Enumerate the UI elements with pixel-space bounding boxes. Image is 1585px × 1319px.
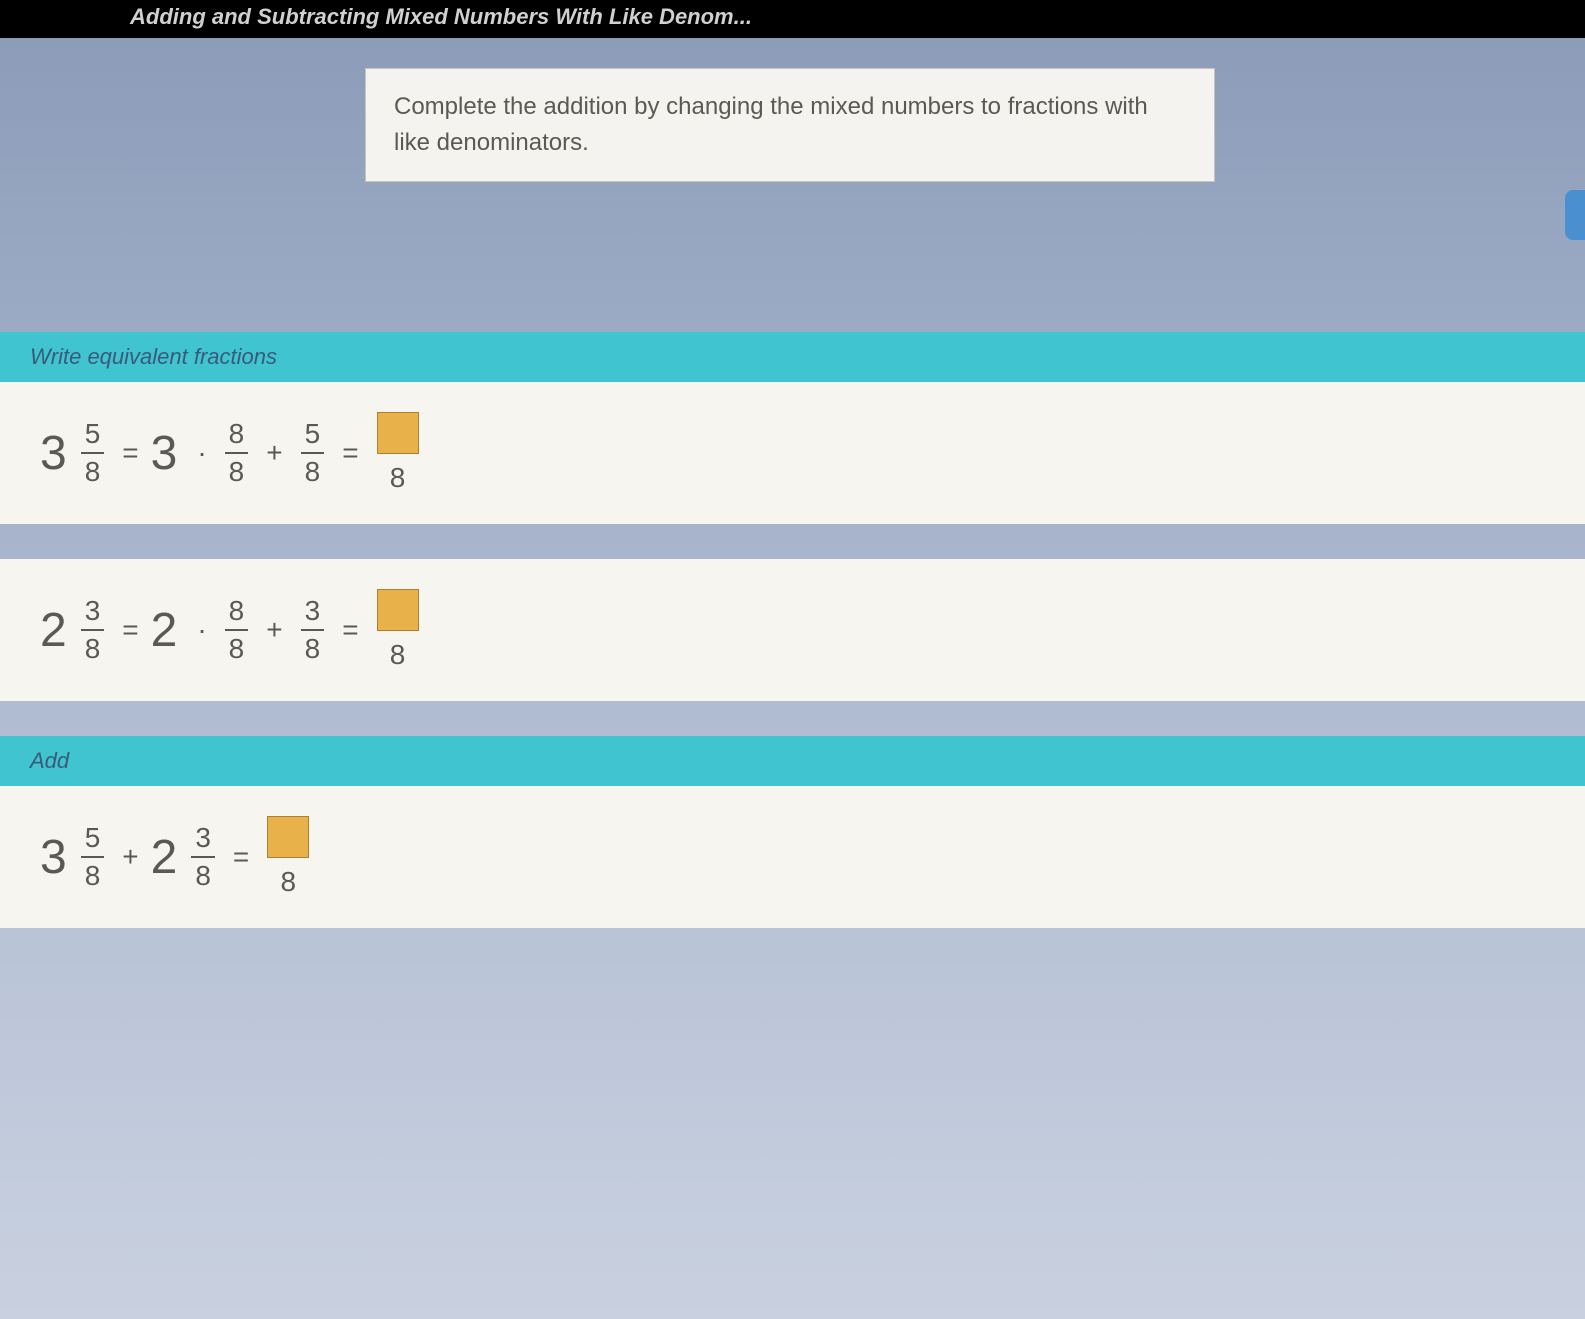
section-header-add: Add xyxy=(0,736,1585,786)
whole-number: 2 xyxy=(151,603,178,658)
plus-op: + xyxy=(266,614,282,646)
section-header-equivalent: Write equivalent fractions xyxy=(0,332,1585,382)
content-area: Write equivalent fractions 3 5 8 = 3 · 8… xyxy=(0,332,1585,928)
instruction-box: Complete the addition by changing the mi… xyxy=(365,68,1215,182)
equals-op: = xyxy=(233,841,249,873)
equals-op: = xyxy=(342,437,358,469)
denominator: 8 xyxy=(81,452,105,488)
fraction: 3 8 xyxy=(301,595,325,665)
denominator: 8 xyxy=(390,631,406,671)
answer-fraction: 8 xyxy=(377,589,419,671)
fraction: 5 8 xyxy=(81,418,105,488)
numerator: 8 xyxy=(225,418,249,452)
fraction: 3 8 xyxy=(191,822,215,892)
fraction: 3 8 xyxy=(81,595,105,665)
title-text: Adding and Subtracting Mixed Numbers Wit… xyxy=(130,4,752,29)
whole-number: 3 xyxy=(40,830,67,885)
fraction: 8 8 xyxy=(225,418,249,488)
answer-fraction: 8 xyxy=(267,816,309,898)
multiply-op: · xyxy=(197,614,206,646)
denominator: 8 xyxy=(280,858,296,898)
numerator: 5 xyxy=(81,822,105,856)
numerator: 3 xyxy=(301,595,325,629)
equation-row-2: 2 3 8 = 2 · 8 8 + 3 8 = 8 xyxy=(0,559,1585,701)
denominator: 8 xyxy=(81,856,105,892)
denominator: 8 xyxy=(225,629,249,665)
whole-number: 3 xyxy=(40,426,67,481)
numerator: 5 xyxy=(81,418,105,452)
denominator: 8 xyxy=(301,629,325,665)
answer-fraction: 8 xyxy=(377,412,419,494)
numerator: 3 xyxy=(191,822,215,856)
numerator: 3 xyxy=(81,595,105,629)
whole-number: 2 xyxy=(40,603,67,658)
fraction: 5 8 xyxy=(81,822,105,892)
whole-number: 3 xyxy=(151,426,178,481)
section-header-text: Write equivalent fractions xyxy=(30,344,277,369)
multiply-op: · xyxy=(197,437,206,469)
whole-number: 2 xyxy=(151,830,178,885)
equation-row-1: 3 5 8 = 3 · 8 8 + 5 8 = 8 xyxy=(0,382,1585,524)
numerator: 5 xyxy=(301,418,325,452)
denominator: 8 xyxy=(191,856,215,892)
side-tab[interactable] xyxy=(1565,190,1585,240)
denominator: 8 xyxy=(81,629,105,665)
equation-row-3: 3 5 8 + 2 3 8 = 8 xyxy=(0,786,1585,928)
denominator: 8 xyxy=(301,452,325,488)
denominator: 8 xyxy=(225,452,249,488)
answer-input-box[interactable] xyxy=(377,589,419,631)
equals-op: = xyxy=(342,614,358,646)
equals-op: = xyxy=(122,614,138,646)
plus-op: + xyxy=(122,841,138,873)
instruction-text: Complete the addition by changing the mi… xyxy=(394,93,1148,156)
answer-input-box[interactable] xyxy=(377,412,419,454)
title-bar: Adding and Subtracting Mixed Numbers Wit… xyxy=(0,0,1585,38)
numerator: 8 xyxy=(225,595,249,629)
fraction: 5 8 xyxy=(301,418,325,488)
equals-op: = xyxy=(122,437,138,469)
denominator: 8 xyxy=(390,454,406,494)
section-header-text: Add xyxy=(30,748,69,773)
fraction: 8 8 xyxy=(225,595,249,665)
answer-input-box[interactable] xyxy=(267,816,309,858)
plus-op: + xyxy=(266,437,282,469)
